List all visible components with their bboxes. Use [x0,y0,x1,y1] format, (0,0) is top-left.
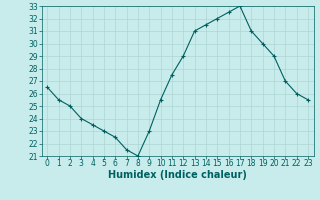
X-axis label: Humidex (Indice chaleur): Humidex (Indice chaleur) [108,170,247,180]
